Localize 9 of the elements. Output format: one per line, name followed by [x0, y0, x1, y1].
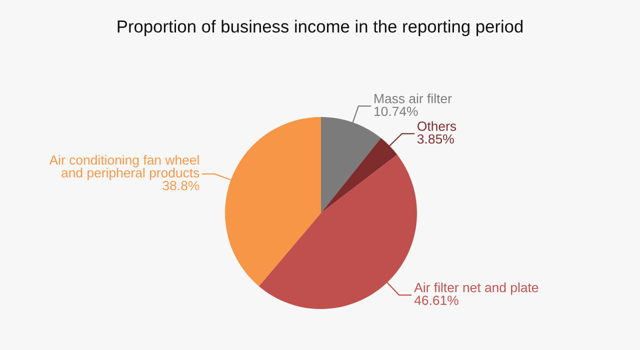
data-label: 3.85% [417, 134, 454, 144]
slice-label: Air conditioning fan wheel and peripheral products [49, 155, 200, 180]
data-label: 10.74% [374, 106, 418, 116]
data-label: 38.8% [162, 180, 200, 190]
slice-label: Mass air filter [374, 94, 452, 104]
chart-title: Proportion of business income in the reporting period [118, 20, 523, 36]
data-label: 46.61% [414, 296, 458, 305]
slice-label: Others [418, 121, 456, 131]
slice-label: Air filter net and plate [414, 282, 538, 295]
